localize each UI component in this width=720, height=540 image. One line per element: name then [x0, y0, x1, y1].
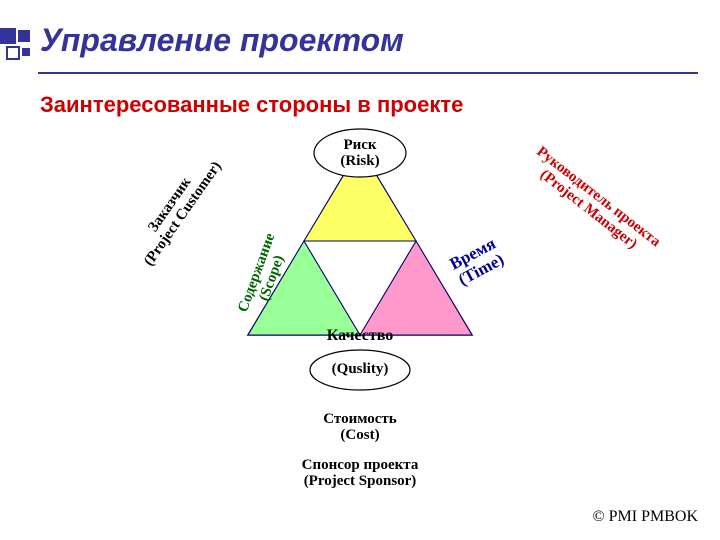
label-risk: Риск (Risk)	[314, 138, 406, 170]
footer-credit: © PMI PMBOK	[592, 508, 698, 526]
label-quality-en: (Quslity)	[316, 362, 404, 378]
label-cost: Стоимость (Cost)	[300, 412, 420, 444]
label-sponsor: Спонсор проекта (Project Sponsor)	[270, 458, 450, 490]
label-quality-ru: Качество	[310, 328, 410, 345]
